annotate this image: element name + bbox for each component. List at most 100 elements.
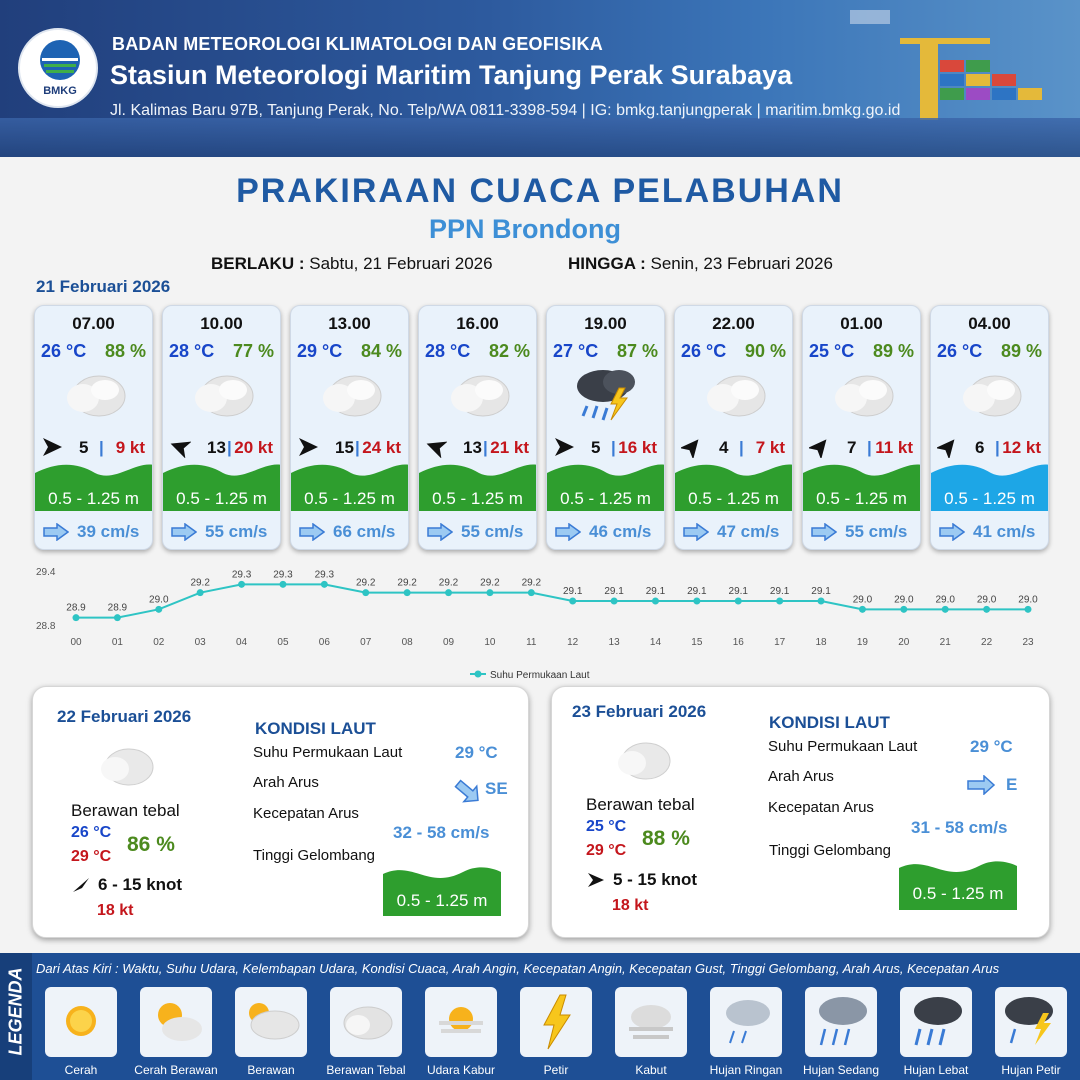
wave-height: 0.5 - 1.25 m [944, 489, 1035, 508]
legend-label: Berawan [247, 1063, 295, 1077]
gust-speed: 20 kt [234, 438, 273, 457]
gust-speed: 24 kt [362, 438, 401, 457]
x-tick-label: 23 [1022, 637, 1034, 648]
gust-speed: 12 kt [1002, 438, 1041, 457]
data-point [734, 597, 742, 605]
cloud-icon [439, 364, 519, 424]
sun-cloud-icon [158, 1003, 202, 1041]
separator: | [227, 438, 232, 457]
current-arrow-icon [171, 523, 197, 541]
data-label: 28.9 [108, 603, 128, 614]
humidity: 84 % [360, 341, 402, 361]
current-speed: 55 cm/s [461, 522, 524, 541]
x-tick-label: 09 [443, 637, 455, 648]
current-arrow-icon [427, 523, 453, 541]
gust-speed: 21 kt [490, 438, 529, 457]
x-tick-label: 06 [319, 637, 331, 648]
moderate-rain-icon [819, 997, 867, 1046]
data-point [155, 605, 163, 613]
wind-row: 4 | 7 kt [679, 436, 789, 460]
wind-direction-icon [553, 436, 575, 458]
data-label: 29.0 [1018, 594, 1038, 605]
wind-direction-icon [169, 436, 192, 459]
x-tick-label: 10 [484, 637, 496, 648]
current-arrow-icon [967, 775, 996, 795]
data-label: 29.2 [397, 578, 417, 589]
data-label: 29.1 [687, 586, 707, 597]
wave-height: 0.5 - 1.25 m [48, 489, 139, 508]
legend-label: Cerah Berawan [134, 1063, 218, 1077]
legend-label: Suhu Permukaan Laut [490, 670, 590, 681]
valid-to: HINGGA : Senin, 23 Februari 2026 [568, 254, 833, 274]
cloud-icon [618, 742, 671, 780]
x-tick-label: 00 [70, 637, 82, 648]
data-label: 29.1 [770, 586, 790, 597]
port-name: PPN Brondong [429, 214, 621, 244]
page-title: PRAKIRAAN CUACA PELABUHAN [236, 172, 844, 210]
data-label: 29.3 [273, 569, 293, 580]
data-point [858, 605, 866, 613]
separator: | [739, 438, 744, 457]
condition-text: Berawan tebal [71, 801, 180, 820]
current-speed: 55 cm/s [205, 522, 268, 541]
wind-speed: 13 [207, 438, 226, 457]
valid-from: BERLAKU : Sabtu, 21 Februari 2026 [211, 254, 493, 274]
cloud-icon [311, 364, 391, 424]
legend-label: Cerah [64, 1063, 98, 1077]
bmkg-emblem-icon [40, 40, 80, 80]
data-point [238, 580, 246, 588]
wind-speed: 6 [975, 438, 985, 457]
humidity: 86 % [127, 833, 175, 856]
current-speed-value: 32 - 58 cm/s [393, 823, 490, 842]
current-arrow-icon [454, 779, 479, 803]
panel-day2: 22 Februari 2026 Berawan tebal 26 °C 29 … [32, 686, 529, 938]
data-point [113, 614, 121, 622]
wind-speed: 4 [719, 438, 729, 457]
forecast-time: 01.00 [840, 314, 883, 333]
data-label: 29.0 [977, 594, 997, 605]
data-point [320, 580, 328, 588]
data-point [983, 605, 991, 613]
air-temp: 26 °C [41, 341, 87, 361]
sst-label: Suhu Permukaan Laut [253, 744, 403, 761]
air-temp: 26 °C [937, 341, 983, 361]
current-speed: 46 cm/s [589, 522, 652, 541]
air-temp: 26 °C [681, 341, 727, 361]
x-tick-label: 19 [857, 637, 869, 648]
legend-item-light-rain-icon [710, 987, 782, 1057]
air-temp: 29 °C [297, 341, 343, 361]
separator: | [483, 438, 488, 457]
wind-direction-icon [588, 873, 604, 887]
air-temp: 25 °C [809, 341, 855, 361]
wave-graphic [931, 464, 1048, 511]
data-point [403, 589, 411, 597]
x-tick-label: 16 [733, 637, 745, 648]
data-label: 29.2 [439, 578, 459, 589]
wind-speed: 15 [335, 438, 354, 457]
legend-item-fog-icon [615, 987, 687, 1057]
legend-item-sun-cloud-icon [140, 987, 212, 1057]
data-point [279, 580, 287, 588]
gust-speed: 7 kt [755, 438, 785, 457]
current-dir-value: SE [485, 779, 508, 798]
current-speed-value: 31 - 58 cm/s [911, 818, 1008, 837]
current-arrow-icon [43, 523, 69, 541]
org-name: BADAN METEOROLOGI KLIMATOLOGI DAN GEOFIS… [112, 34, 603, 54]
data-label: 29.3 [232, 569, 252, 580]
air-temp: 28 °C [425, 341, 471, 361]
data-point [776, 597, 784, 605]
forecast-time: 04.00 [968, 314, 1011, 333]
thunderstorm-icon [1005, 997, 1053, 1045]
hourly-card: 01.00 25 °C 89 % 7 | 11 kt 0.5 - 1.25 m 55 cm/s [802, 305, 921, 550]
data-label: 29.2 [356, 578, 376, 589]
data-point [817, 597, 825, 605]
data-label: 29.0 [149, 594, 169, 605]
hourly-card: 10.00 28 °C 77 % 13 | 20 kt 0.5 - 1.25 m 55 cm/… [162, 305, 281, 550]
data-point [1024, 605, 1032, 613]
air-temp: 28 °C [169, 341, 215, 361]
current-dir-label: Arah Arus [253, 774, 319, 791]
humidity: 90 % [744, 341, 786, 361]
data-label: 29.2 [480, 578, 500, 589]
x-tick-label: 18 [815, 637, 827, 648]
legend-item-haze-icon [425, 987, 497, 1057]
